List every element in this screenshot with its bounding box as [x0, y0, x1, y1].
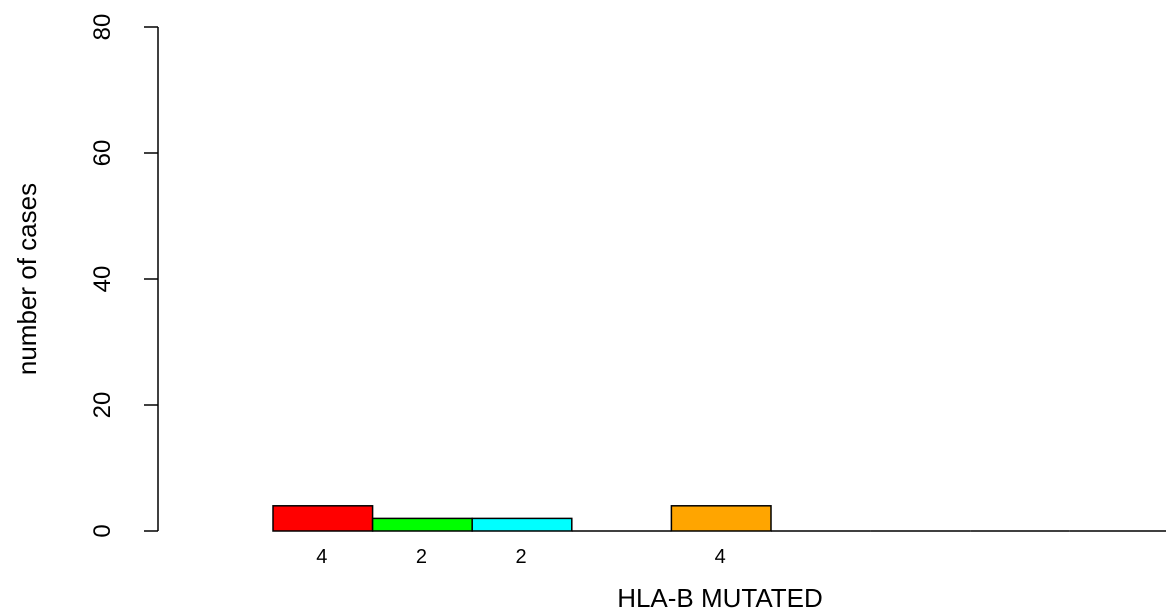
bar-value-label: 4 [316, 546, 327, 568]
bar-value-label: 2 [416, 546, 427, 568]
y-axis-label: number of cases [12, 183, 42, 375]
y-tick-label: 0 [89, 524, 116, 537]
bar [670, 505, 772, 532]
x-axis-label: HLA-B MUTATED [617, 583, 823, 613]
y-tick-label: 40 [89, 266, 116, 293]
bar-value-label: 4 [715, 546, 726, 568]
bar [471, 517, 573, 532]
y-tick-label: 20 [89, 392, 116, 419]
bar-labels: 4 2 2 4 [316, 546, 726, 568]
bar [272, 505, 374, 532]
y-tick-label: 60 [89, 140, 116, 167]
bar [371, 517, 473, 532]
bars [272, 505, 1166, 532]
y-axis: 0 20 40 60 80 [89, 14, 159, 538]
y-tick-label: 80 [89, 14, 116, 41]
bar-value-label: 2 [515, 546, 526, 568]
